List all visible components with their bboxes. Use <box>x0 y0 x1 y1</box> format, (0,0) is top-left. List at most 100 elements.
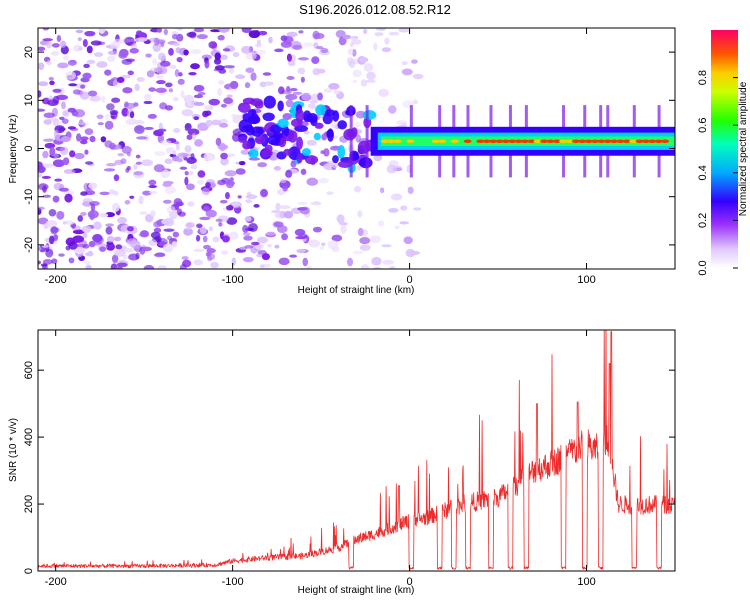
spectrogram-cell <box>186 134 193 140</box>
chart-title: S196.2026.012.08.52.R12 <box>299 2 451 17</box>
spectrogram-cell <box>175 142 180 151</box>
spectrogram-cell <box>257 162 268 168</box>
spectrogram-cell <box>412 73 424 79</box>
spectrogram-cell <box>320 47 329 54</box>
spectrogram-cell <box>243 124 254 133</box>
spectrogram-cell <box>245 51 257 61</box>
snr-y-tick-label: 400 <box>23 428 35 446</box>
spectrogram-cell <box>319 246 325 250</box>
spectrogram-ridge-core <box>533 139 542 144</box>
spectrogram-cell <box>221 235 230 243</box>
colorbar-tick-label: 0.8 <box>697 70 709 85</box>
spectrogram-cell <box>220 103 227 108</box>
spectrogram-cell <box>264 144 273 153</box>
spectrogram-cell <box>133 125 145 134</box>
spectrogram-cell <box>90 203 96 212</box>
spectrogram-cell <box>193 28 205 33</box>
spectrogram-cell <box>322 114 333 125</box>
spectrogram-cell <box>186 31 197 38</box>
snr-y-axis-label: SNR (10 * v/v) <box>8 418 19 482</box>
spectrogram-cell <box>240 149 250 155</box>
spectrogram-cell <box>263 95 276 109</box>
spectrogram-cell <box>323 88 333 93</box>
spectrogram-cell <box>45 248 54 258</box>
spectrogram-cell <box>78 121 90 126</box>
spectrogram-cell <box>160 139 172 146</box>
spectrogram-cell <box>199 225 207 235</box>
spectrogram-cell <box>223 97 234 104</box>
spectrogram-cell <box>352 69 362 78</box>
spectrogram-cell <box>50 51 60 56</box>
spectrogram-cell <box>306 265 312 269</box>
spectrogram-cell <box>242 257 254 263</box>
spectrogram-cell <box>181 256 189 260</box>
spectrogram-cell <box>308 239 320 248</box>
spectrogram-cell <box>148 239 158 246</box>
spectrogram-cell <box>355 134 362 143</box>
spectrogram-cell <box>184 170 189 176</box>
spectrogram-cell <box>84 149 89 155</box>
spectrogram-cell <box>270 124 283 134</box>
spectrogram-cell <box>107 55 116 63</box>
spectrogram-cell <box>176 157 183 163</box>
spectrogram-cell <box>333 89 341 95</box>
spectrogram-cell <box>279 210 286 219</box>
spectrogram-cell <box>347 257 354 267</box>
spectrogram-cell <box>38 90 42 98</box>
spectrogram-cell <box>154 151 166 157</box>
spectrogram-cell <box>55 121 62 126</box>
spectrogram-cell <box>234 74 246 80</box>
spectrogram-cell <box>169 64 177 69</box>
spectrogram-cell <box>244 245 254 249</box>
spectrogram-cell <box>359 237 371 245</box>
spectrogram-cell <box>283 148 292 156</box>
spectrogram-cell <box>190 63 200 70</box>
spectrogram-cell <box>352 250 364 255</box>
spectrogram-cell <box>250 126 264 137</box>
spectrogram-ridge-core <box>661 139 670 144</box>
spectrogram-cell <box>332 155 339 164</box>
spectrogram-cell <box>247 115 261 125</box>
spectrogram-cell <box>242 140 252 150</box>
spectrogram-cell <box>371 256 382 266</box>
spectrogram-cell <box>297 201 308 206</box>
spectrogram-cell <box>120 158 127 165</box>
spectrogram-cell <box>117 216 127 224</box>
spectrogram-cell <box>241 28 252 34</box>
spectrogram-cell <box>316 45 324 50</box>
spectrogram-cell <box>104 120 114 130</box>
spectrogram-cell <box>204 60 210 69</box>
spectrogram-cell <box>243 235 253 241</box>
spectrogram-cell <box>362 229 369 237</box>
spectrogram-ridge-core <box>482 139 491 144</box>
spectrogram-cell <box>296 136 304 150</box>
spectrogram-cell <box>119 48 129 58</box>
spectrogram-cell <box>244 216 252 222</box>
spectrogram-cell <box>63 55 69 61</box>
spectrogram-cell <box>104 69 112 76</box>
spectrogram-cell <box>323 148 330 157</box>
spectrogram-cell <box>86 45 93 54</box>
spectrogram-cell <box>157 52 166 61</box>
spectrogram-cell <box>42 259 53 265</box>
spectrogram-cell <box>378 220 385 227</box>
spectrogram-cell <box>58 187 69 192</box>
spectrogram-cell <box>315 104 327 116</box>
spectrogram-cell <box>109 189 116 195</box>
spectrogram-cell <box>285 169 293 178</box>
spectrogram-cell <box>261 253 270 261</box>
spectrogram-cell <box>311 56 320 65</box>
spectrogram-cell <box>88 182 98 190</box>
spectrogram-cell <box>156 66 168 75</box>
spectrogram-cell <box>310 201 322 206</box>
spectrogram-cell <box>89 95 101 102</box>
spectrogram-cell <box>81 225 92 233</box>
spectrogram-cell <box>208 226 213 232</box>
spectrogram-cell <box>172 231 180 238</box>
spectrogram-cell <box>42 194 51 198</box>
spectrogram-cell <box>215 137 222 147</box>
spectrogram-cell <box>295 248 306 254</box>
spectrogram-cell <box>106 235 115 243</box>
spectrogram-cell <box>386 164 397 174</box>
spectrogram-cell <box>225 179 235 189</box>
